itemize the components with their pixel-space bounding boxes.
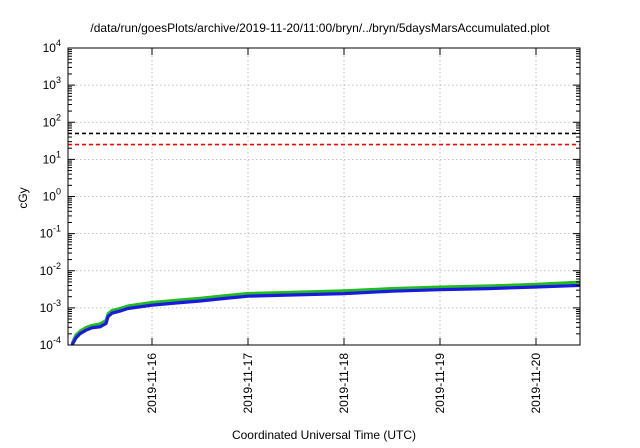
- x-tick-label: 2019-11-18: [337, 353, 351, 414]
- y-tick-label: 102: [43, 112, 61, 129]
- y-tick-label: 101: [43, 149, 61, 166]
- y-tick-label: 10-3: [40, 298, 61, 315]
- series-line: [70, 283, 581, 346]
- x-axis-label: Coordinated Universal Time (UTC): [231, 428, 417, 442]
- grid: [68, 48, 580, 345]
- y-tick-label: 10-1: [40, 224, 61, 241]
- y-tick-labels: 10-4 10-3 10-2 10-1 100 101 102 103 104: [40, 38, 580, 352]
- y-tick-label: 100: [43, 187, 61, 204]
- x-tick-label: 2019-11-20: [529, 353, 543, 414]
- x-tick-label: 2019-11-19: [433, 353, 447, 414]
- y-tick-label: 104: [43, 38, 61, 55]
- series-lines: [70, 280, 581, 346]
- reference-lines: [68, 132, 580, 146]
- chart-title: /data/run/goesPlots/archive/2019-11-20/1…: [90, 21, 550, 35]
- x-tick-labels: 2019-11-16 2019-11-17 2019-11-18 2019-11-19…: [145, 48, 543, 414]
- y-tick-label: 10-2: [40, 261, 61, 278]
- y-tick-label: 103: [43, 75, 61, 92]
- series-line: [70, 280, 581, 345]
- y-tick-label: 10-4: [40, 335, 61, 352]
- x-tick-label: 2019-11-17: [241, 353, 255, 414]
- x-tick-label: 2019-11-16: [145, 353, 159, 414]
